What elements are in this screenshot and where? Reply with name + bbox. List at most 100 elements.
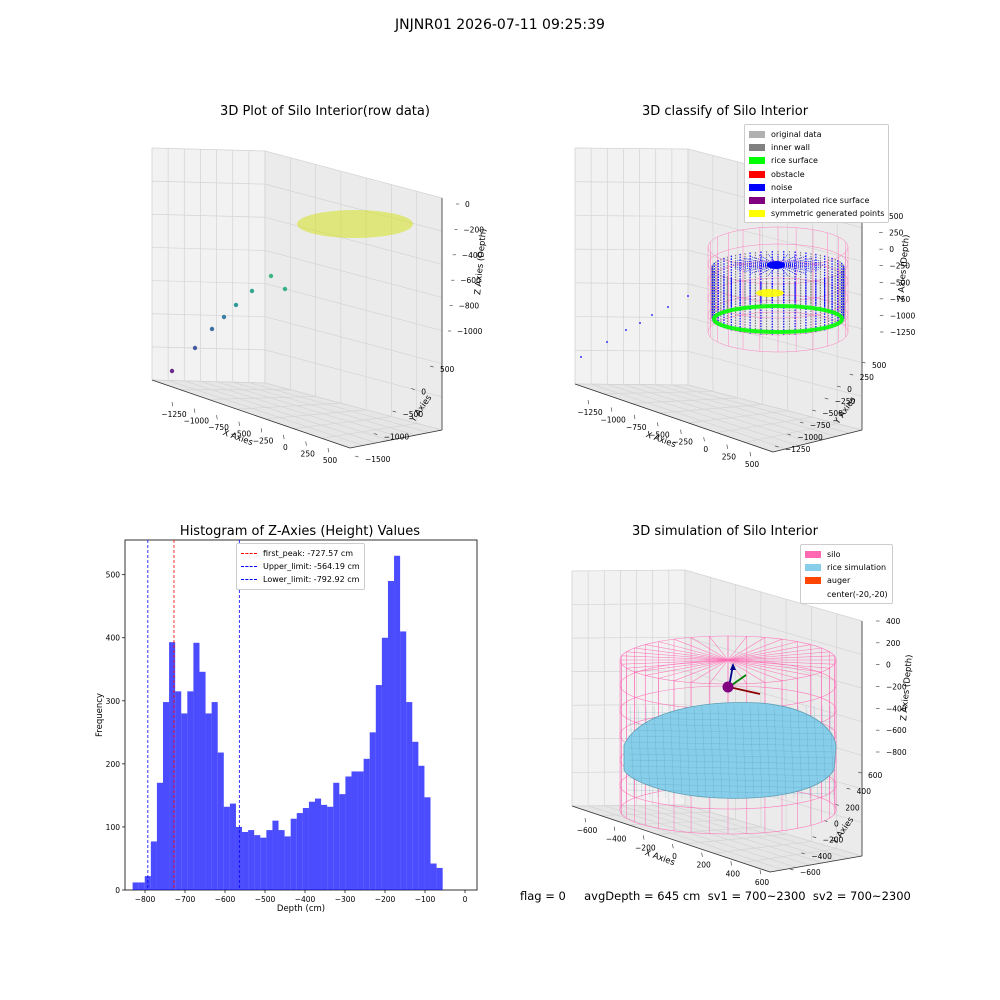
panel2-legend-swatch (749, 170, 765, 178)
p1-x-tick-label: 250 (301, 449, 316, 458)
p3-hist-bar (321, 804, 328, 890)
p3-y-tick-label: 400 (106, 634, 121, 643)
p2-x-tick-label: −1000 (600, 415, 626, 424)
p2-z-tick-label: −500 (890, 278, 911, 287)
p3-x-tick-label: −400 (295, 895, 316, 904)
p4-silo-roof (727, 659, 822, 673)
panel2-legend-label: inner wall (771, 143, 811, 153)
p3-hist-bar (302, 808, 309, 890)
p4-silo-roof (727, 637, 766, 661)
p3-hist-bar (132, 882, 139, 890)
p3-hist-bar (193, 642, 200, 890)
p4-grid-line (571, 569, 686, 572)
panel2-legend-item: interpolated rice surface (749, 194, 884, 207)
p3-y-tick-label: 0 (115, 886, 120, 895)
p4-mesh-line (717, 705, 723, 799)
p4-grid-line (628, 819, 736, 826)
p2-y-tick-mark (799, 421, 804, 424)
p4-mesh-line (693, 705, 699, 799)
p4-x-axis (571, 805, 771, 873)
p2-y-tick-mark (774, 445, 779, 448)
p1-y-axis (349, 429, 443, 449)
p4-mesh-line (685, 705, 691, 799)
p1-grid-line (293, 416, 392, 429)
p3-hist-bar (272, 820, 279, 890)
p2-rice-surface (712, 304, 844, 334)
p4-silo-roof (727, 659, 747, 684)
p1-z-tick-label: −200 (463, 225, 484, 234)
panel4-title: 3D simulation of Silo Interior (632, 524, 818, 539)
p3-x-tick-label: −300 (335, 895, 356, 904)
p3-hist-bar (138, 882, 145, 890)
p1-silo-top (297, 210, 413, 238)
p3-hist-bar (381, 637, 388, 890)
p1-x-tick-label: 0 (283, 443, 288, 452)
p4-mesh-line (645, 705, 651, 799)
p2-y-tick-label: 500 (872, 361, 887, 370)
p1-grid-line (232, 381, 416, 436)
p2-y-tick-mark (812, 409, 816, 412)
p2-y-tick-mark (824, 397, 829, 400)
p4-mesh-line (773, 705, 779, 799)
p4-grid-line (604, 805, 797, 868)
p3-hist-bar (418, 765, 425, 890)
p1-x-tick-mark (260, 428, 263, 433)
panel4-legend-item: rice simulation (805, 561, 888, 574)
p2-noise-ray (777, 262, 822, 266)
panel4-legend-item: center(-20,-20) (805, 588, 888, 601)
p4-y-tick-label: 0 (834, 820, 839, 829)
panel4-legend-swatch (805, 591, 821, 598)
p1-x-axis (151, 379, 351, 449)
p2-y-tick-label: −250 (835, 397, 856, 406)
p1-outlier-point (233, 302, 239, 308)
p1-z-label: Z Axies (Depth) (473, 228, 489, 295)
p2-x-tick-mark (633, 414, 636, 420)
p1-y-tick-mark (392, 410, 397, 413)
panel4-legend: silo rice simulation auger center(-20,-20) (800, 544, 893, 604)
p2-noise-ray (734, 264, 779, 268)
p3-hist-bar (278, 830, 285, 890)
p3-hist-bar (163, 702, 170, 890)
p4-silo-roof (673, 659, 729, 682)
p1-y-tick-label: −500 (403, 410, 424, 419)
p4-y-tick-mark (789, 868, 794, 871)
p3-hist-bar (254, 835, 261, 890)
p3-hist-bar (333, 782, 340, 890)
p4-mesh-line (829, 705, 835, 799)
panel2-legend: original data inner wall rice surface obsta… (744, 124, 890, 224)
panel3-legend-item: first_peak: -727.57 cm (241, 547, 360, 560)
p2-grid-line (744, 423, 838, 443)
p2-x-tick-label: −250 (672, 438, 693, 447)
p2-noise-point (651, 314, 653, 316)
p1-y-tick-label: −1000 (384, 433, 410, 442)
p4-grid-line (684, 804, 863, 857)
p1-y-tick-mark (411, 388, 415, 390)
p2-z-tick-label: −250 (889, 262, 910, 271)
p4-x-tick-label: 400 (726, 869, 741, 878)
p2-noise-point (606, 341, 608, 343)
p2-y-tick-mark (837, 385, 841, 388)
p3-hist-bar (187, 691, 194, 890)
p4-y-tick-label: −400 (811, 852, 832, 861)
p3-y-tick-label: 300 (106, 697, 121, 706)
p2-z-tick-label: −750 (890, 295, 911, 304)
p4-x-tick-mark (672, 843, 674, 849)
p1-z-tick-label: −400 (462, 251, 483, 260)
p1-grid-line (151, 247, 266, 251)
p3-hist-bar (223, 806, 230, 890)
panel2-legend-swatch (749, 157, 765, 165)
p4-x-tick-label: 200 (697, 861, 712, 870)
p4-mesh-line (749, 705, 755, 799)
p3-y-tick-label: 200 (106, 760, 121, 769)
p3-hist-bar (156, 782, 163, 890)
p2-x-tick-mark (726, 444, 728, 449)
p1-grid-line (151, 379, 266, 384)
p4-y-tick-mark (857, 771, 862, 774)
p2-x-tick-label: −1250 (577, 408, 603, 417)
p3-y-tick-label: 500 (106, 571, 121, 580)
p4-silo-roof (727, 659, 798, 679)
p4-mesh-line (627, 723, 835, 729)
p1-outlier-point (169, 368, 175, 374)
p1-grid-line (236, 402, 341, 410)
p4-mesh-line (709, 705, 715, 799)
